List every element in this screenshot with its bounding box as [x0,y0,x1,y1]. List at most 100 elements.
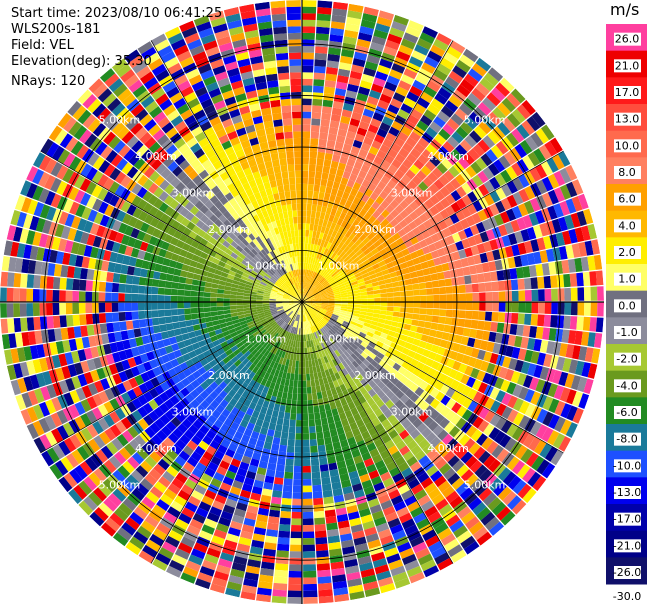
velocity-gate [557,302,565,315]
velocity-gate [404,278,413,286]
velocity-gate [455,382,466,394]
velocity-gate [281,392,288,400]
velocity-gate [377,64,391,75]
velocity-gate [305,229,310,237]
velocity-gate [224,192,234,202]
velocity-gate [566,405,578,421]
velocity-gate [442,141,455,153]
velocity-gate [324,213,330,221]
velocity-gate [533,224,543,239]
velocity-gate [463,152,475,165]
velocity-gate [317,145,326,153]
velocity-gate [227,244,236,252]
velocity-gate [460,257,469,268]
velocity-gate [313,280,319,287]
velocity-gate [357,334,365,342]
velocity-gate [302,387,307,394]
velocity-gate [264,254,271,262]
velocity-gate [441,433,454,446]
velocity-gate [179,233,188,243]
velocity-gate [88,335,97,347]
velocity-gate [302,361,306,368]
velocity-gate [320,357,326,365]
velocity-gate [309,432,317,440]
velocity-gate [147,194,159,206]
velocity-gate [450,201,461,213]
velocity-gate [483,351,493,363]
velocity-gate [400,307,407,313]
velocity-gate [360,114,372,124]
velocity-gate [270,346,276,354]
velocity-gate [16,211,27,228]
velocity-gate [362,108,375,118]
velocity-gate [305,360,309,368]
velocity-gate [281,322,287,329]
velocity-gate [81,336,91,349]
velocity-gate [437,87,452,100]
velocity-gate [318,260,323,267]
velocity-gate [220,271,229,278]
velocity-gate [381,240,390,248]
velocity-gate [112,220,122,232]
velocity-gate [315,266,320,273]
velocity-gate [330,252,337,260]
velocity-gate [414,386,425,397]
velocity-gate [98,292,106,302]
velocity-gate [539,340,549,353]
velocity-gate [236,295,244,299]
velocity-gate [406,439,418,451]
velocity-gate [215,404,225,414]
velocity-gate [308,413,315,420]
velocity-gate [326,354,332,362]
velocity-gate [298,367,302,375]
velocity-gate [356,92,369,102]
velocity-gate [477,273,485,283]
velocity-gate [375,271,384,278]
velocity-gate [214,385,223,395]
velocity-gate [283,306,290,310]
velocity-gate [497,486,512,501]
velocity-gate [364,279,372,285]
velocity-gate [114,407,126,420]
velocity-gate [206,342,215,350]
velocity-gate [312,399,319,407]
velocity-gate [379,348,388,356]
velocity-gate [251,328,258,335]
velocity-gate [565,198,577,214]
velocity-gate [296,334,299,342]
velocity-gate [214,356,223,364]
velocity-gate [317,285,324,291]
velocity-gate [106,272,114,283]
velocity-gate [59,315,67,328]
velocity-gate [319,320,326,327]
velocity-gate [225,470,237,480]
velocity-gate [401,267,410,275]
velocity-gate [334,303,342,306]
velocity-gate [289,299,296,301]
velocity-gate [198,440,209,451]
velocity-gate [404,355,414,364]
velocity-gate [312,257,316,265]
velocity-gate [77,243,87,256]
velocity-gate [258,285,266,290]
velocity-gate [359,387,368,396]
velocity-gate [408,56,424,68]
velocity-gate [395,344,404,353]
velocity-gate [399,512,413,524]
velocity-gate [204,287,212,293]
velocity-gate [505,345,514,358]
velocity-gate [393,296,401,302]
velocity-gate [256,306,264,310]
velocity-gate [26,274,35,288]
velocity-gate [44,190,56,206]
velocity-gate [361,179,371,188]
velocity-gate [420,302,427,308]
velocity-gate [397,131,409,142]
velocity-gate [410,358,419,368]
velocity-gate [98,390,109,404]
velocity-gate [477,209,488,222]
velocity-gate [490,87,506,102]
velocity-gate [199,238,209,247]
velocity-gate [151,317,160,326]
velocity-gate [282,315,289,321]
